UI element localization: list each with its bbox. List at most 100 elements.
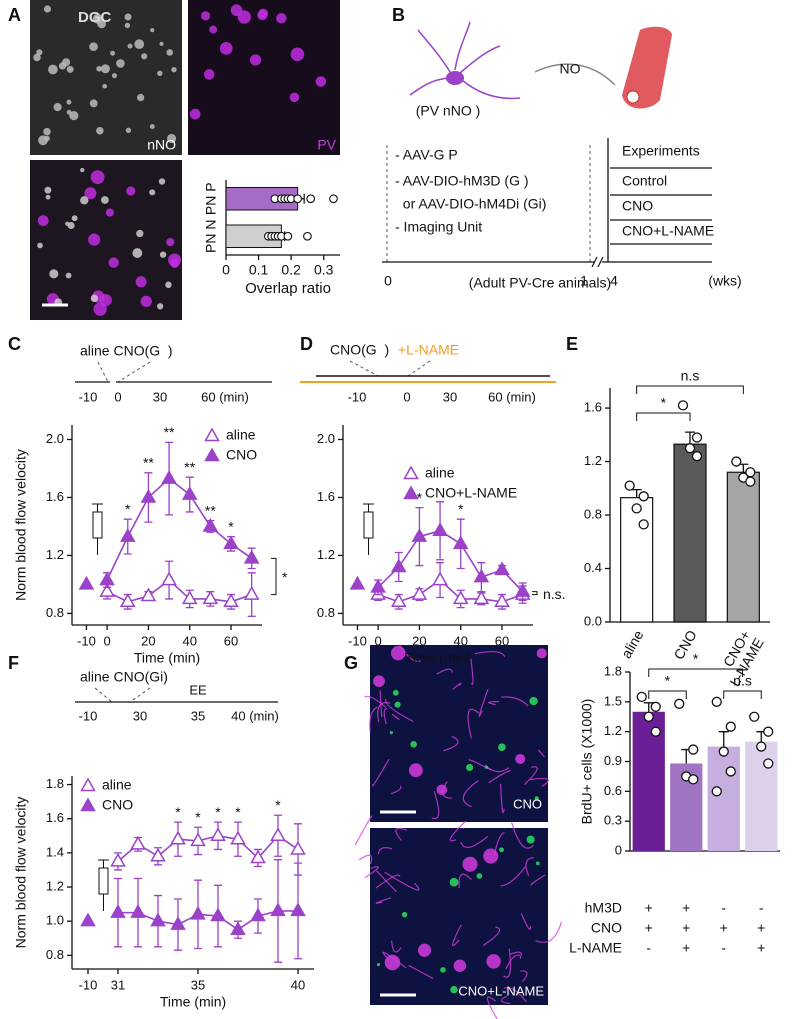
cell-texture: [43, 5, 52, 13]
x-tick-label: -10: [79, 977, 98, 992]
data-point: [631, 503, 642, 514]
timeline-tick: 30: [133, 708, 147, 723]
cell-texture: [436, 784, 448, 796]
significance: **: [184, 459, 195, 475]
x-tick-label: aline: [618, 627, 647, 661]
y-tick-label: 0.4: [584, 560, 602, 575]
error-bar: [643, 702, 654, 712]
fiber-texture: [458, 873, 472, 889]
fiber-texture: [486, 996, 498, 1019]
cell-texture: [401, 911, 408, 918]
cell-texture: [71, 215, 78, 222]
micrographs: [30, 0, 562, 1019]
fiber-texture: [375, 897, 391, 904]
fiber-texture: [443, 735, 459, 752]
cell-texture: [141, 53, 148, 60]
bracket-label: n.s: [733, 673, 752, 689]
cell-texture: [49, 269, 59, 279]
cell-texture: [66, 99, 72, 105]
x-tick-label: -10: [77, 633, 96, 648]
cell-texture: [158, 178, 166, 185]
y-tick-label: 1.4: [46, 844, 64, 859]
timeline-marker: [117, 361, 151, 383]
table-mark: +: [682, 940, 690, 956]
marker: [452, 590, 469, 605]
data-point: [636, 691, 647, 703]
image-label: CNO: [513, 796, 542, 811]
cell-texture: [498, 743, 506, 751]
bracket-label: n.s.: [543, 586, 566, 602]
x-tick-label: 35: [191, 977, 205, 992]
panel-letter: D: [300, 334, 313, 354]
cell-texture: [204, 69, 215, 80]
cell-texture: [89, 42, 98, 52]
cell-texture: [449, 877, 459, 887]
bar: [726, 471, 760, 623]
fiber-texture: [431, 790, 440, 820]
cell-texture: [126, 186, 136, 196]
significance: **: [164, 424, 175, 440]
fiber-texture: [408, 964, 434, 979]
schematic-label: Experiments: [622, 143, 700, 159]
cell-texture: [136, 93, 145, 102]
table-mark: -: [759, 900, 764, 916]
significance: **: [143, 455, 154, 471]
axis-break: [591, 256, 604, 268]
cell-texture: [135, 276, 147, 288]
data-point: [756, 741, 767, 752]
cell-texture: [96, 126, 104, 135]
marker: [290, 840, 306, 855]
timeline-tick: 35: [191, 708, 205, 723]
fiber-texture: [391, 713, 400, 720]
cell-texture: [450, 985, 458, 994]
fiber-texture: [383, 707, 388, 725]
cell-texture: [125, 127, 132, 134]
marker: [473, 590, 490, 605]
marker: [290, 902, 306, 917]
fiber-texture: [382, 951, 407, 969]
marker: [181, 486, 198, 500]
timeline-tick: 30: [153, 389, 167, 404]
cell-texture: [201, 11, 211, 21]
cell-texture: [484, 765, 489, 769]
data-point: [725, 721, 736, 732]
timeline-tick: 40 (min): [231, 708, 279, 723]
marker: [230, 921, 246, 935]
significance: *: [275, 797, 281, 813]
y-axis-title: Norm blood flow velocity: [13, 449, 29, 601]
marker: [243, 549, 260, 564]
marker: [270, 902, 286, 917]
fiber-texture: [505, 954, 521, 970]
significance: *: [458, 501, 464, 517]
marker: [119, 528, 136, 542]
neuron-icon: [409, 21, 521, 100]
fiber-texture: [503, 948, 512, 978]
data-point: [329, 194, 338, 204]
y-tick-label: 1.2: [46, 878, 64, 893]
x-axis-title: Time (min): [405, 650, 471, 666]
data-point: [624, 480, 635, 491]
y-tick-label: 0.9: [604, 753, 622, 768]
table-mark: -: [721, 940, 726, 956]
cell-texture: [140, 295, 152, 308]
fiber-texture: [391, 940, 402, 953]
table-mark: -: [646, 940, 651, 956]
image-label: PV: [317, 137, 336, 153]
x-tick-label: 31: [111, 977, 125, 992]
cell-texture: [536, 648, 547, 659]
data-point: [677, 400, 689, 411]
data-point: [691, 432, 703, 443]
timeline-label: EE: [189, 682, 207, 697]
image-merge: [30, 160, 182, 320]
cell-texture: [93, 302, 107, 316]
y-tick-label: 0.8: [46, 947, 64, 962]
fiber-texture: [501, 696, 529, 707]
y-tick-label: 1.2: [46, 547, 64, 562]
marker: [230, 830, 246, 845]
cell-texture: [65, 221, 70, 226]
cell-texture: [209, 25, 218, 34]
timeline-marker: [129, 687, 151, 703]
no-arrow: [534, 63, 616, 86]
cell-texture: [65, 272, 72, 279]
cell-texture: [88, 233, 101, 246]
